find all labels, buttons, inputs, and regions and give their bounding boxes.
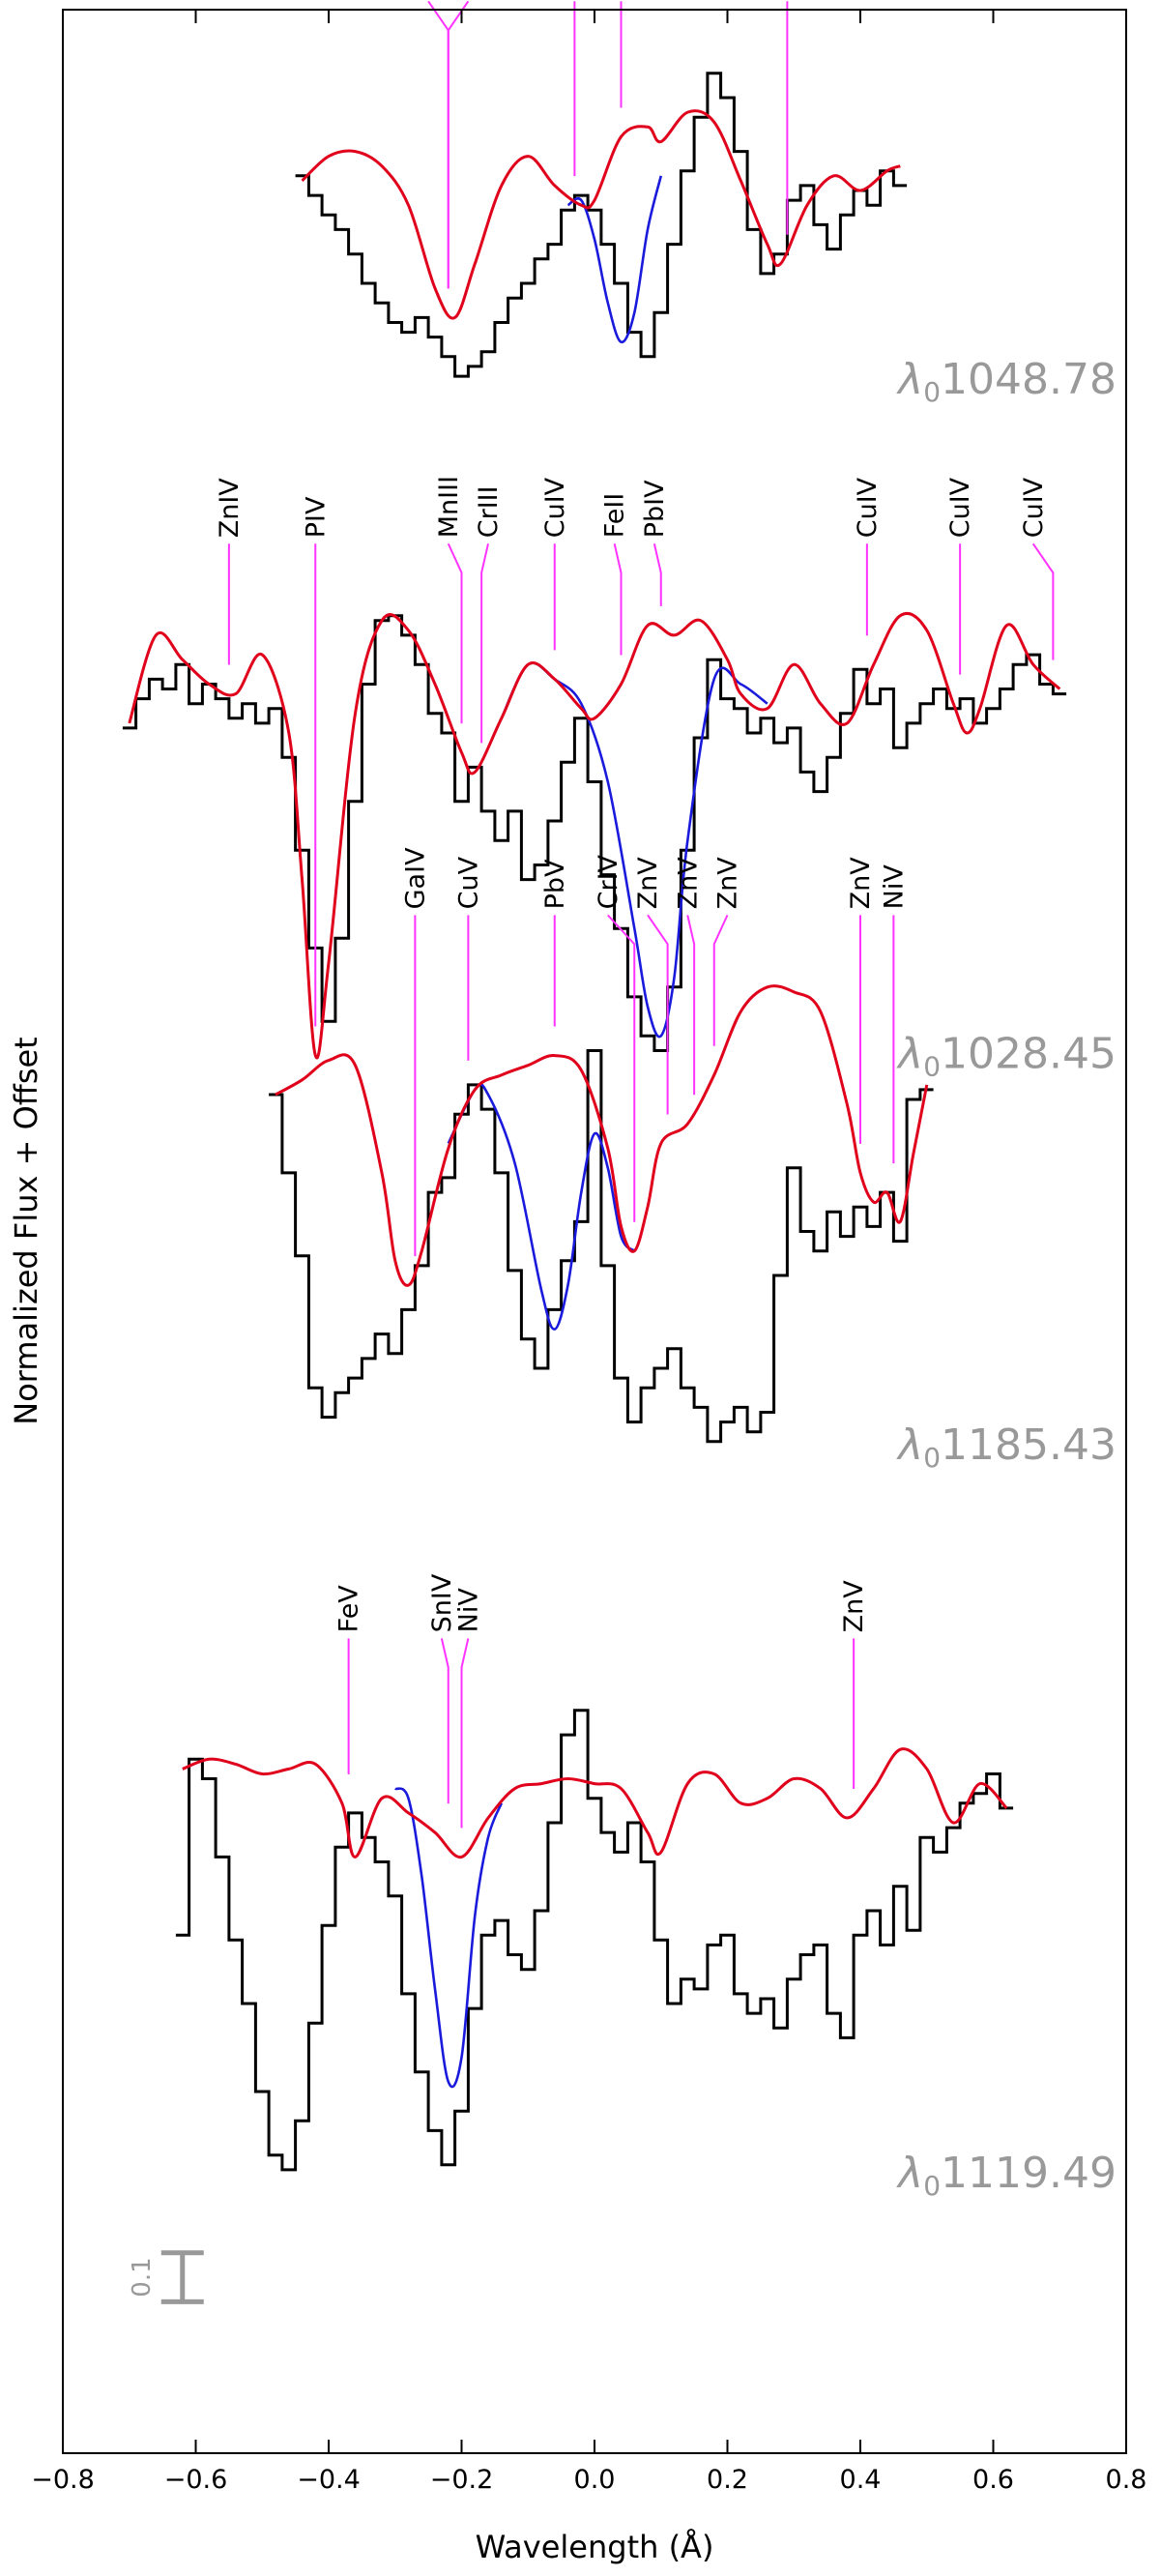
ion-label: MnIII bbox=[434, 476, 464, 538]
scale-bar-label: 0.1 bbox=[128, 2257, 157, 2297]
observed-spectrum-line bbox=[295, 72, 908, 378]
ion-label: ZnV bbox=[713, 857, 743, 910]
x-axis: −0.8 −0.6 −0.4 −0.2 0.0 0.2 0.4 0.6 0.8 bbox=[31, 10, 1146, 2495]
ion-label: PIV bbox=[301, 496, 331, 538]
ion-marker-tick bbox=[440, 1638, 450, 1804]
panel-wavelength-label: λ01119.49 bbox=[896, 2149, 1116, 2202]
lambda-subscript: 0 bbox=[923, 376, 941, 408]
fit-profile-line bbox=[447, 1083, 636, 1331]
ion-label: CuIV bbox=[945, 477, 975, 538]
ion-label: SnIV bbox=[427, 1573, 457, 1632]
lambda-symbol: λ bbox=[896, 2149, 923, 2198]
rest-wavelength-value: 1048.78 bbox=[941, 355, 1116, 404]
ion-label: CuIV bbox=[1019, 477, 1049, 538]
ion-label: ZnV bbox=[839, 1580, 869, 1633]
spectrum-panel-2: ZnIV PIV MnIII CrIII CuIV FeII PbIV CuIV CuIV CuI… bbox=[122, 476, 1116, 1083]
lambda-symbol: λ bbox=[896, 1420, 923, 1470]
panel-wavelength-label: λ01048.78 bbox=[896, 355, 1116, 408]
lambda-subscript: 0 bbox=[923, 2170, 941, 2202]
observed-spectrum-line bbox=[122, 614, 1067, 1052]
x-axis-title: Wavelength (Å) bbox=[476, 2529, 714, 2565]
lambda-symbol: λ bbox=[896, 355, 923, 404]
ion-label: CuV bbox=[453, 856, 483, 909]
ion-label: CrIII bbox=[474, 485, 504, 538]
ion-marker-tick bbox=[647, 914, 669, 1115]
ion-label: ZnV bbox=[633, 857, 663, 910]
x-tick-label: 0.4 bbox=[840, 2465, 882, 2495]
panel-wavelength-label: λ01185.43 bbox=[896, 1420, 1116, 1474]
fit-profile-line bbox=[394, 1787, 504, 2089]
ion-label: GaIV bbox=[400, 847, 430, 909]
x-tick-label: −0.8 bbox=[31, 2465, 95, 2495]
x-tick-label: 0.0 bbox=[574, 2465, 616, 2495]
model-spectrum-line bbox=[275, 984, 929, 1287]
plot-area: CuIVMnVCuIVPbIIICuIVλ01048.78 ZnIV PIV MnII… bbox=[122, 0, 1116, 2304]
lambda-subscript: 0 bbox=[923, 1051, 941, 1083]
x-tick-label: 0.6 bbox=[972, 2465, 1014, 2495]
fit-profile-line bbox=[566, 175, 663, 344]
rest-wavelength-value: 1028.45 bbox=[941, 1030, 1116, 1079]
ion-label: ZnV bbox=[846, 857, 876, 910]
x-tick-label: −0.2 bbox=[430, 2465, 494, 2495]
spectrum-panel-1: CuIVMnVCuIVPbIIICuIVλ01048.78 bbox=[295, 0, 1116, 408]
x-tick-label: −0.4 bbox=[297, 2465, 361, 2495]
ion-marker-tick bbox=[480, 543, 489, 744]
fit-profile-line bbox=[500, 661, 768, 1039]
ion-label: PbV bbox=[540, 859, 570, 909]
model-spectrum-line bbox=[128, 611, 1061, 1060]
ion-marker-tick bbox=[607, 914, 636, 1222]
scale-bar: 0.1 bbox=[128, 2250, 204, 2304]
ion-marker-tick bbox=[712, 914, 729, 1046]
y-axis-title: Normalized Flux + Offset bbox=[8, 1037, 44, 1424]
x-tick-label: −0.6 bbox=[164, 2465, 228, 2495]
ion-label: CuIV bbox=[853, 477, 883, 538]
ion-label: ZnIV bbox=[215, 478, 245, 539]
ion-marker-tick bbox=[1031, 542, 1055, 660]
ion-label: NiV bbox=[879, 864, 909, 910]
ion-label: FeV bbox=[334, 1585, 364, 1633]
lambda-symbol: λ bbox=[896, 1030, 923, 1079]
ion-marker-tick bbox=[613, 543, 623, 656]
rest-wavelength-value: 1185.43 bbox=[941, 1420, 1116, 1470]
ion-label: NiV bbox=[453, 1588, 483, 1633]
ion-marker-tick bbox=[460, 1638, 470, 1829]
lambda-subscript: 0 bbox=[923, 1442, 941, 1474]
ion-marker-tick bbox=[427, 0, 450, 289]
ion-marker-tick bbox=[447, 542, 463, 724]
ion-marker-tick bbox=[652, 543, 662, 606]
ion-label: ZnV bbox=[673, 857, 703, 910]
observed-spectrum-line bbox=[175, 1709, 1014, 2172]
panel-wavelength-label: λ01028.45 bbox=[896, 1030, 1116, 1083]
observed-spectrum-line bbox=[269, 1049, 934, 1444]
ion-label: FeII bbox=[600, 493, 630, 539]
x-tick-label: 0.8 bbox=[1106, 2465, 1147, 2495]
ion-marker-tick bbox=[447, 0, 470, 289]
model-spectrum-line bbox=[182, 1747, 1008, 1859]
model-spectrum-line bbox=[301, 109, 901, 320]
ion-marker-tick bbox=[686, 915, 696, 1096]
ion-label: PbIV bbox=[640, 480, 670, 538]
ion-label: CrIV bbox=[594, 854, 624, 909]
ion-label: CuIV bbox=[540, 477, 570, 538]
x-tick-label: 0.2 bbox=[707, 2465, 748, 2495]
rest-wavelength-value: 1119.49 bbox=[941, 2149, 1116, 2198]
